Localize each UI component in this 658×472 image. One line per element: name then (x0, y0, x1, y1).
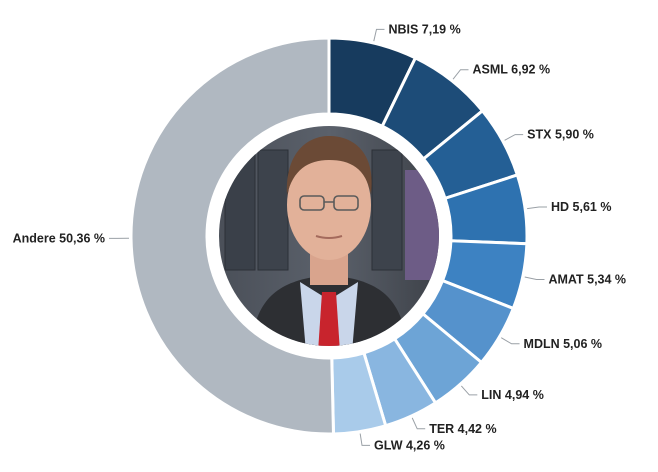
leader-line-1 (452, 69, 469, 80)
slice-labels-group: NBIS 7,19 % ASML 6,92 % STX 5,90 % HD 5,61 … (13, 22, 626, 452)
slice-label-3: HD 5,61 % (551, 200, 611, 214)
slice-label-0: NBIS 7,19 % (388, 22, 460, 36)
slice-label-2: STX 5,90 % (527, 128, 594, 142)
slice-label-9: Andere 50,36 % (13, 231, 105, 245)
leader-line-2 (504, 134, 524, 141)
slice-label-6: LIN 4,94 % (481, 388, 544, 402)
leader-line-6 (460, 385, 478, 396)
slice-label-4: AMAT 5,34 % (548, 273, 626, 287)
center-photo (209, 116, 449, 356)
slice-label-7: TER 4,42 % (429, 422, 496, 436)
slices-group (129, 36, 529, 436)
leader-line-0 (373, 28, 385, 42)
leader-line-4 (524, 276, 545, 281)
slice-9 (129, 36, 336, 436)
leader-line-8 (359, 433, 371, 446)
leader-line-5 (500, 337, 520, 345)
slice-label-8: GLW 4,26 % (374, 438, 445, 452)
portrait-photo (219, 126, 439, 346)
leader-lines-group (109, 28, 548, 446)
slice-label-5: MDLN 5,06 % (524, 337, 603, 351)
leader-line-7 (411, 417, 426, 430)
slice-label-1: ASML 6,92 % (473, 63, 551, 77)
leader-line-3 (527, 206, 548, 210)
